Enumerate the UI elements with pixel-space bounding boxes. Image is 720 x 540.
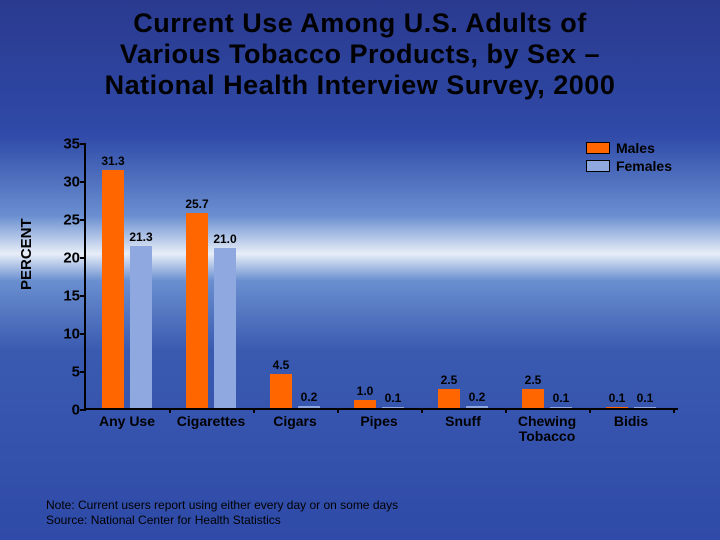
bar: [522, 389, 544, 408]
title-line-0: Current Use Among U.S. Adults of: [30, 8, 690, 39]
value-label: 0.1: [609, 391, 626, 405]
category-label: Cigars: [253, 408, 337, 429]
plot-area: Males Females 0510152025303531.321.3Any …: [84, 144, 678, 410]
bar: [354, 400, 376, 408]
bar: [130, 246, 152, 408]
value-label: 0.2: [301, 390, 318, 404]
bar: [438, 389, 460, 408]
y-tick-label: 20: [48, 250, 80, 267]
footnote: Note: Current users report using either …: [46, 498, 398, 528]
bar: [186, 213, 208, 408]
y-tick-label: 35: [48, 136, 80, 153]
y-tick-label: 0: [48, 402, 80, 419]
category-label: Snuff: [421, 408, 505, 429]
footnote-note: Note: Current users report using either …: [46, 498, 398, 513]
value-label: 0.1: [553, 391, 570, 405]
legend-males: Males: [586, 140, 672, 156]
y-tick-label: 30: [48, 174, 80, 191]
legend-females: Females: [586, 158, 672, 174]
legend-label-males: Males: [616, 140, 655, 156]
y-tick-label: 15: [48, 288, 80, 305]
title-line-1: Various Tobacco Products, by Sex –: [30, 39, 690, 70]
value-label: 21.3: [129, 230, 152, 244]
y-tick-label: 25: [48, 212, 80, 229]
legend-swatch-males: [586, 142, 610, 154]
value-label: 21.0: [213, 232, 236, 246]
value-label: 0.2: [469, 390, 486, 404]
footnote-source: Source: National Center for Health Stati…: [46, 513, 398, 528]
value-label: 2.5: [525, 373, 542, 387]
chart-title: Current Use Among U.S. Adults of Various…: [0, 0, 720, 101]
y-tick-label: 10: [48, 326, 80, 343]
value-label: 1.0: [357, 384, 374, 398]
bar: [102, 170, 124, 408]
value-label: 0.1: [385, 391, 402, 405]
category-label: Pipes: [337, 408, 421, 429]
y-axis-label: PERCENT: [18, 218, 35, 290]
bar: [214, 248, 236, 408]
y-tick-label: 5: [48, 364, 80, 381]
value-label: 2.5: [441, 373, 458, 387]
bar: [270, 374, 292, 408]
value-label: 25.7: [185, 197, 208, 211]
legend: Males Females: [586, 140, 672, 176]
value-label: 0.1: [637, 391, 654, 405]
chart-area: PERCENT Males Females 0510152025303531.3…: [38, 140, 678, 460]
category-label: Cigarettes: [169, 408, 253, 429]
legend-label-females: Females: [616, 158, 672, 174]
category-label: Chewing Tobacco: [505, 408, 589, 445]
legend-swatch-females: [586, 160, 610, 172]
value-label: 4.5: [273, 358, 290, 372]
value-label: 31.3: [101, 154, 124, 168]
title-line-2: National Health Interview Survey, 2000: [30, 70, 690, 101]
category-label: Any Use: [85, 408, 169, 429]
category-label: Bidis: [589, 408, 673, 429]
